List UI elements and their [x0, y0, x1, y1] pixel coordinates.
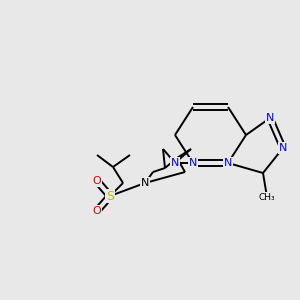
Text: N: N: [189, 158, 197, 168]
Text: S: S: [106, 190, 114, 202]
Text: N: N: [171, 158, 179, 168]
Text: N: N: [224, 158, 232, 168]
Text: O: O: [93, 176, 101, 186]
Text: N: N: [266, 113, 274, 123]
Text: CH₃: CH₃: [259, 193, 275, 202]
Text: N: N: [279, 143, 287, 153]
Text: O: O: [93, 206, 101, 216]
Text: N: N: [141, 178, 149, 188]
